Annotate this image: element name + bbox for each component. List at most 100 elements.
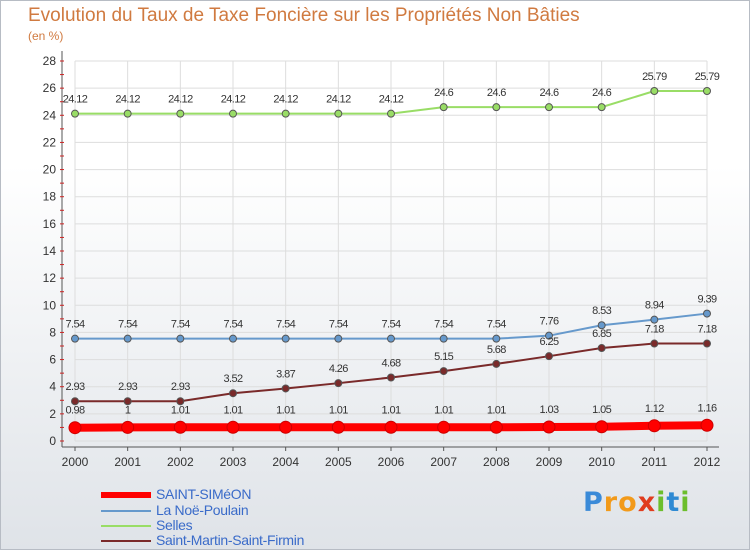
data-label-selles: 24.12 (115, 94, 140, 106)
x-tick-label: 2012 (694, 455, 721, 469)
x-tick-label: 2004 (272, 455, 299, 469)
data-point-saint-martin-saint-firmin (492, 359, 501, 368)
y-tick-label: 4 (49, 380, 56, 394)
x-tick-label: 2008 (483, 455, 510, 469)
data-label-saint-martin-saint-firmin: 2.93 (65, 381, 84, 393)
legend-label: Saint-Martin-Saint-Firmin (156, 532, 305, 548)
data-label-saint-sim-on: 1.12 (645, 403, 664, 415)
y-axis-unit-label: (en %) (28, 29, 64, 43)
y-tick-label: 10 (43, 298, 57, 312)
data-label-saint-martin-saint-firmin: 6.25 (539, 336, 558, 348)
data-point-selles (650, 86, 659, 95)
logo-letter: x (637, 487, 657, 518)
data-point-la-no-poulain (281, 334, 290, 343)
data-point-saint-martin-saint-firmin (545, 352, 553, 361)
legend-label: La Noë-Poulain (156, 502, 249, 518)
data-label-saint-sim-on: 1.01 (329, 404, 348, 416)
y-tick-label: 18 (43, 190, 57, 204)
data-point-saint-martin-saint-firmin (387, 373, 395, 382)
data-point-la-no-poulain (176, 334, 185, 343)
data-label-selles: 24.6 (434, 87, 453, 99)
y-tick-label: 0 (49, 434, 56, 448)
data-point-selles (545, 103, 553, 112)
y-tick-label: 8 (49, 325, 56, 339)
data-label-saint-martin-saint-firmin: 4.68 (381, 357, 400, 369)
data-label-saint-sim-on: 0.98 (65, 405, 84, 417)
data-point-saint-martin-saint-firmin (703, 339, 711, 348)
data-label-la-no-poulain: 9.39 (697, 294, 716, 306)
series-layer (68, 86, 714, 435)
logo-letter: t (666, 487, 681, 518)
data-label-la-no-poulain: 7.54 (381, 319, 400, 331)
data-label-saint-sim-on: 1.01 (487, 404, 506, 416)
x-tick-label: 2010 (588, 455, 615, 469)
y-tick-label: 22 (43, 135, 57, 149)
legend-swatch-saint-martin-saint-firmin (101, 540, 151, 542)
data-point-selles (71, 109, 79, 118)
data-label-selles: 24.6 (539, 87, 558, 99)
data-label-selles: 24.6 (592, 87, 611, 99)
x-tick-label: 2007 (430, 455, 457, 469)
data-label-la-no-poulain: 7.54 (171, 319, 190, 331)
data-point-la-no-poulain (229, 334, 237, 343)
data-label-saint-sim-on: 1.16 (697, 402, 716, 414)
data-label-saint-martin-saint-firmin: 6.85 (592, 328, 611, 340)
y-tick-label: 14 (43, 244, 57, 258)
data-label-la-no-poulain: 7.54 (487, 319, 506, 331)
data-point-saint-sim-on (542, 420, 556, 434)
data-point-saint-martin-saint-firmin (229, 389, 237, 398)
x-tick-label: 2005 (325, 455, 352, 469)
data-point-saint-sim-on (279, 420, 293, 434)
data-point-saint-martin-saint-firmin (176, 397, 185, 406)
data-point-la-no-poulain (123, 334, 132, 343)
data-label-la-no-poulain: 7.54 (118, 319, 137, 331)
data-point-selles (176, 109, 185, 118)
x-tick-label: 2002 (167, 455, 194, 469)
data-label-saint-martin-saint-firmin: 3.87 (276, 368, 295, 380)
x-tick-label: 2001 (114, 455, 141, 469)
data-label-saint-sim-on: 1.01 (171, 404, 190, 416)
x-tick-label: 2000 (62, 455, 89, 469)
x-tick-label: 2011 (641, 455, 667, 469)
data-point-la-no-poulain (703, 309, 711, 318)
legend-swatch-selles (101, 525, 151, 527)
data-point-saint-martin-saint-firmin (281, 384, 290, 393)
data-point-saint-martin-saint-firmin (597, 344, 606, 353)
data-label-selles: 24.6 (487, 87, 506, 99)
data-label-selles: 24.12 (168, 94, 193, 106)
logo-letter: o (618, 487, 638, 518)
data-label-saint-martin-saint-firmin: 2.93 (118, 381, 137, 393)
data-point-la-no-poulain (597, 321, 606, 330)
x-tick-label: 2003 (220, 455, 247, 469)
logo-letter: P (583, 487, 604, 518)
data-label-saint-martin-saint-firmin: 2.93 (171, 381, 190, 393)
legend-swatch-la-noe-poulain (101, 510, 151, 512)
x-tick-label: 2009 (536, 455, 563, 469)
data-label-saint-sim-on: 1.01 (223, 404, 242, 416)
data-point-selles (492, 103, 501, 112)
data-label-selles: 25.79 (695, 71, 720, 83)
data-label-saint-martin-saint-firmin: 7.18 (645, 324, 664, 336)
data-point-saint-sim-on (489, 420, 503, 434)
data-labels: 0.98 1 1.01 1.01 1.01 1.01 1.01 1.01 1.01 1.03 1.0… (63, 71, 721, 417)
data-point-selles (281, 109, 290, 118)
data-point-la-no-poulain (650, 315, 659, 324)
data-point-la-no-poulain (439, 334, 448, 343)
y-tick-label: 2 (49, 407, 56, 421)
data-label-saint-martin-saint-firmin: 4.26 (329, 363, 348, 375)
data-label-la-no-poulain: 8.53 (592, 305, 611, 317)
data-label-la-no-poulain: 7.54 (329, 319, 348, 331)
data-label-selles: 25.79 (642, 71, 667, 83)
data-point-la-no-poulain (492, 334, 501, 343)
data-point-saint-sim-on (331, 420, 345, 434)
data-point-saint-sim-on (700, 418, 714, 432)
data-point-saint-sim-on (173, 420, 187, 434)
data-label-saint-martin-saint-firmin: 7.18 (697, 324, 716, 336)
data-point-saint-sim-on (121, 420, 135, 434)
data-label-saint-sim-on: 1.05 (592, 404, 611, 416)
data-point-la-no-poulain (334, 334, 343, 343)
data-point-la-no-poulain (545, 331, 553, 340)
